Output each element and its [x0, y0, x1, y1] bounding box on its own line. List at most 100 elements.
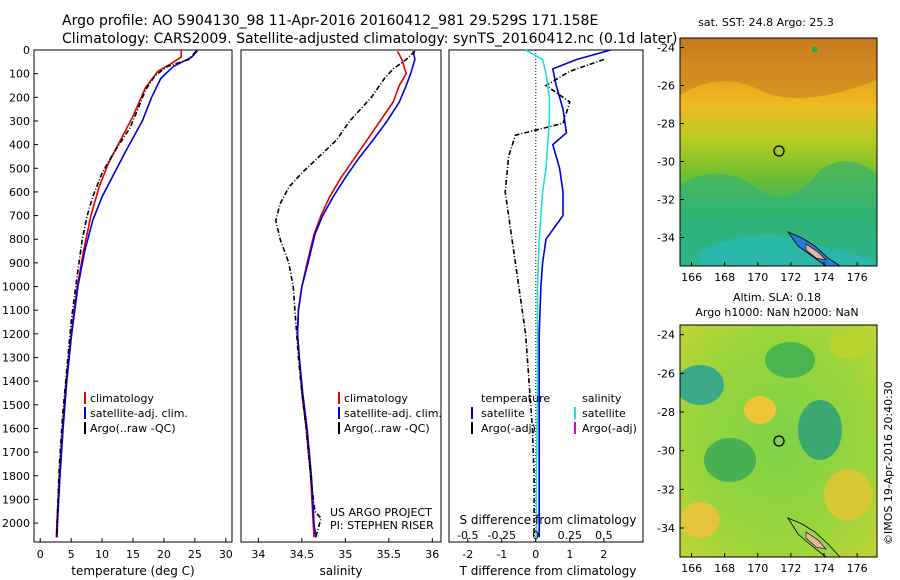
legend-argo: Argo(..raw -QC): [90, 422, 176, 435]
difference-panel: -2 -1 0 1 2 -0.5 -0.25 0 0.25 0.5 temperature sa…: [448, 49, 644, 578]
y-tick-label: 600: [9, 186, 30, 199]
lat-tick-label: -30: [657, 445, 675, 458]
x-tick-label: 34: [251, 548, 265, 561]
y-tick-label: 1700: [2, 446, 30, 459]
temperature-axis-label: temperature (deg C): [71, 564, 194, 578]
legend-t-argo: Argo(-adj): [481, 422, 536, 435]
series-s-satellite: [525, 49, 551, 538]
lon-tick-label: 174: [814, 562, 835, 575]
difference-plot-frame: [448, 49, 644, 543]
x-tick-label: 25: [188, 548, 202, 561]
lon-tick-label: 170: [747, 562, 768, 575]
lat-tick-label: -24: [657, 42, 675, 55]
lon-tick-label: 170: [747, 271, 768, 284]
x-tick-label: 15: [126, 548, 140, 561]
y-tick-label: 1800: [2, 470, 30, 483]
legend-t-satellite: satellite: [481, 407, 525, 420]
lat-tick-label: -24: [657, 329, 675, 342]
x-tick-label: 30: [219, 548, 233, 561]
argo-position-marker: [773, 145, 785, 157]
lon-tick-label: 172: [780, 271, 801, 284]
x-tick-label: 20: [157, 548, 171, 561]
sla-map-panel: Altim. SLA: 0.18 Argo h1000: NaN h2000: …: [657, 291, 878, 575]
credit-label: ©IMOS 19-Apr-2016 20:40:30: [882, 381, 895, 545]
y-tick-label: 1300: [2, 352, 30, 365]
sla-low-patch: [798, 400, 842, 460]
sla-map-frame: [679, 324, 878, 558]
sst-cool-patch: [680, 161, 877, 266]
sst-map-frame: [679, 37, 878, 267]
sla-high-patch: [680, 502, 720, 538]
y-tick-label: 300: [9, 115, 30, 128]
legend-s-argo: Argo(-adj): [582, 422, 637, 435]
figure-title: Argo profile: AO 5904130_98 11-Apr-2016 …: [62, 13, 598, 29]
salinity-legend: climatology satellite-adj. clim. Argo(..…: [338, 392, 442, 435]
sla-low-patch: [704, 438, 756, 482]
x-tick-label: 35: [338, 548, 352, 561]
lat-tick-label: -32: [657, 483, 675, 496]
x-tick-label: 10: [95, 548, 109, 561]
lat-tick-label: -34: [657, 232, 675, 245]
legend-climatology: climatology: [344, 392, 408, 405]
x-tick-label: 2: [600, 548, 607, 561]
lat-tick-label: -28: [657, 118, 675, 131]
lat-tick-label: -34: [657, 522, 675, 535]
temperature-legend: climatology satellite-adj. clim. Argo(..…: [84, 392, 188, 435]
y-tick-label: 900: [9, 257, 30, 270]
sst-warm-patch: [680, 38, 877, 98]
y-tick-label: 800: [9, 233, 30, 246]
sla-map-title: Altim. SLA: 0.18: [733, 291, 821, 304]
y-tick-label: 1000: [2, 281, 30, 294]
series-satellite-adj-clim-: [296, 51, 416, 538]
sst-pixel: [812, 47, 817, 52]
lat-tick-label: -32: [657, 194, 675, 207]
lat-tick-label: -28: [657, 406, 675, 419]
new-caledonia-land: [805, 243, 827, 261]
y-tick-label: 1900: [2, 493, 30, 506]
x-tick-label: -1: [496, 548, 507, 561]
sla-high-patch: [744, 396, 776, 424]
y-tick-label: 2000: [2, 517, 30, 530]
x-tick-label: 36: [425, 548, 439, 561]
series-argo-raw-qc-: [274, 50, 416, 538]
sla-high-patch: [830, 331, 870, 359]
series-satellite-adj-clim-: [56, 49, 199, 538]
lon-tick-label: 176: [847, 271, 868, 284]
new-caledonia-land: [805, 531, 827, 550]
x-tick-label: -2: [462, 548, 473, 561]
sla-low-patch: [680, 365, 724, 405]
lon-tick-label: 168: [714, 562, 735, 575]
sst-cold-patch: [700, 234, 877, 266]
s-tick-label: -0.5: [457, 529, 478, 542]
s-tick-label: -0.25: [488, 529, 516, 542]
x-tick-label: 34.5: [290, 548, 315, 561]
s-tick-label: 0.25: [558, 529, 583, 542]
y-tick-label: 700: [9, 210, 30, 223]
y-tick-label: 1400: [2, 375, 30, 388]
s-difference-axis-label: S difference from climatology: [460, 513, 637, 527]
sst-map-panel: sat. SST: 24.8 Argo: 25.3 166 168 170 172 17…: [657, 16, 878, 284]
sla-low-patch: [765, 342, 815, 378]
y-tick-label: 500: [9, 162, 30, 175]
temperature-panel: 0 5 10 15 20 25 30 0 100 200 300 400 500 600 700 800 90…: [2, 44, 233, 578]
legend-argo: Argo(..raw -QC): [344, 422, 430, 435]
y-tick-label: 1600: [2, 422, 30, 435]
y-tick-label: 400: [9, 139, 30, 152]
series-t-argo-adj-: [504, 58, 605, 538]
sla-map-subtitle: Argo h1000: NaN h2000: NaN: [695, 306, 858, 319]
sla-high-patch: [824, 469, 872, 521]
legend-climatology: climatology: [90, 392, 154, 405]
y-tick-label: 0: [23, 44, 30, 57]
y-tick-label: 1200: [2, 328, 30, 341]
legend-temperature-heading: temperature: [481, 392, 550, 405]
sst-map-title: sat. SST: 24.8 Argo: 25.3: [698, 16, 834, 29]
legend-satellite: satellite-adj. clim.: [90, 407, 188, 420]
x-tick-label: 5: [68, 548, 75, 561]
x-tick-label: 0: [37, 548, 44, 561]
lat-tick-label: -30: [657, 156, 675, 169]
legend-s-satellite: satellite: [582, 407, 626, 420]
temperature-plot-frame: [33, 49, 233, 543]
y-tick-label: 100: [9, 68, 30, 81]
lon-tick-label: 174: [814, 271, 835, 284]
